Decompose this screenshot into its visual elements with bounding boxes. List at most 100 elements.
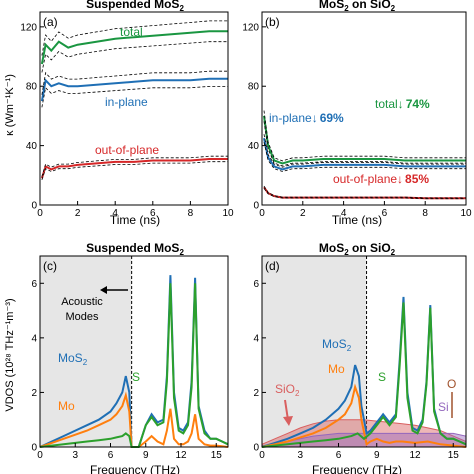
y-tick-label-b: 80	[248, 82, 260, 93]
annotation-inplane-pct-b: 69%	[320, 111, 344, 125]
y-tick-label-d: 4	[253, 333, 259, 344]
x-tick-label-b: 6	[382, 208, 388, 219]
y-tick-label-d: 6	[253, 279, 259, 290]
label-outplane-a: out-of-plane	[95, 143, 159, 157]
series-upper-bound-b-outplane	[263, 185, 466, 199]
series-line-a-outplane	[40, 158, 228, 179]
y-tick-label-c: 2	[31, 388, 37, 399]
label-sio2-d: SiO2	[275, 382, 300, 398]
title-b: MoS2 on SiO2	[319, 0, 396, 13]
label-mos2-sub-c: 2	[83, 358, 88, 367]
annotation-total-pct-b: 74%	[406, 97, 430, 111]
label-total-a: total	[120, 25, 143, 39]
series-line-b-total	[263, 115, 466, 165]
x-tick-label-d: 0	[259, 450, 265, 461]
x-tick-label-d: 6	[336, 450, 342, 461]
panel-d: 0 3 6 9 12 15 0 2 4 6 (d) MoS2 Mo S SiO2 O Si	[253, 255, 467, 461]
sio2-arrow-head	[283, 416, 293, 426]
plot-frame-c	[39, 255, 229, 448]
y-tick-label-a: 0	[31, 201, 37, 212]
annotation-outplane-pct-b: 85%	[405, 172, 429, 186]
series-line-c-mo	[39, 391, 229, 448]
x-tick-label-c: 3	[72, 450, 78, 461]
label-o-d: O	[447, 377, 456, 391]
panel-b: 0 2 4 6 8 10 0 40 80 120 (b) in-plane↓ 69% total↓ 74% o…	[242, 11, 472, 219]
series-lower-bound-a-total	[41, 41, 228, 73]
y-tick-label-d: 0	[253, 443, 259, 454]
y-tick-label-b: 40	[248, 141, 260, 152]
label-s-c: S	[132, 370, 140, 384]
series-line-d-s	[261, 302, 467, 448]
series-upper-bound-a-total	[41, 20, 228, 56]
label-sio2-sub-d: 2	[295, 389, 300, 398]
x-tick-label-a: 4	[112, 208, 118, 219]
x-tick-label-c: 6	[108, 450, 114, 461]
y-tick-label-c: 0	[31, 443, 37, 454]
series-line-b-inplane	[263, 137, 466, 171]
series-line-a-inplane	[40, 77, 228, 102]
x-tick-label-b: 10	[460, 208, 472, 219]
panel-label-b: (b)	[265, 15, 280, 29]
x-tick-label-a: 2	[75, 208, 81, 219]
x-tick-label-c: 9	[143, 450, 149, 461]
x-tick-label-d: 12	[409, 450, 421, 461]
title-d: MoS2 on SiO2	[319, 241, 396, 257]
panel-c: 0 3 6 9 12 15 0 2 4 6 (c) Acoustic Modes MoS2 Mo S	[31, 255, 229, 461]
y-tick-label-b: 0	[253, 201, 259, 212]
x-tick-label-a: 10	[222, 208, 234, 219]
acoustic-label-2: Modes	[65, 311, 99, 323]
x-tick-label-a: 0	[37, 208, 43, 219]
panel-label-a: (a)	[43, 15, 58, 29]
series-lower-bound-b-inplane	[263, 142, 466, 172]
y-tick-label-c: 6	[31, 279, 37, 290]
plot-frame-d	[261, 255, 467, 448]
panel-label-d: (d)	[265, 259, 280, 273]
y-tick-label-c: 4	[31, 333, 37, 344]
label-inplane-a: in-plane	[105, 95, 148, 109]
annotation-outplane-b: out-of-plane↓ 85%	[333, 172, 429, 186]
xlabel-c: Frequency (THz)	[90, 463, 180, 474]
x-tick-label-d: 15	[448, 450, 460, 461]
panel-label-c: (c)	[43, 259, 57, 273]
annotation-inplane-b: in-plane↓ 69%	[269, 111, 344, 125]
label-mos2-sub-d: 2	[347, 344, 352, 353]
series-upper-bound-b-inplane	[263, 134, 466, 168]
acoustic-label-1: Acoustic	[61, 296, 103, 308]
label-s-d: S	[378, 370, 386, 384]
label-mos2-c: MoS2	[58, 351, 88, 367]
plot-frame-b	[261, 11, 467, 206]
series-line-c-s	[39, 283, 229, 448]
title-a: Suspended MoS2	[86, 0, 184, 13]
plot-frame-a	[39, 11, 229, 206]
series-line-d-mo	[261, 383, 467, 448]
label-mo-c: Mo	[58, 399, 75, 413]
annotation-total-b: total↓ 74%	[375, 97, 430, 111]
y-tick-label-a: 80	[26, 82, 38, 93]
y-tick-label-a: 120	[20, 22, 37, 33]
y-tick-label-d: 2	[253, 388, 259, 399]
label-si-d: Si	[438, 400, 449, 414]
title-c: Suspended MoS2	[86, 241, 184, 257]
y-tick-label-a: 40	[26, 141, 38, 152]
x-tick-label-b: 2	[300, 208, 306, 219]
label-mo-d: Mo	[328, 362, 345, 376]
ylabel-a: κ (Wm⁻¹K⁻¹)	[4, 74, 16, 136]
acoustic-region-c	[40, 256, 132, 447]
series-upper-bound-b-total	[263, 110, 466, 162]
panel-a: 0 2 4 6 8 10 0 40 80 120 (a) total in-plane out-of-pl…	[20, 11, 234, 219]
xlabel-a: Time (ns)	[110, 213, 160, 227]
x-tick-label-c: 12	[175, 450, 187, 461]
ylabel-c: VDOS (10²⁸ THz⁻¹m⁻³)	[4, 298, 16, 411]
x-tick-label-b: 4	[341, 208, 347, 219]
x-tick-label-a: 6	[150, 208, 156, 219]
x-tick-label-c: 0	[37, 450, 43, 461]
series-upper-bound-a-outplane	[41, 155, 228, 177]
x-tick-label-b: 0	[259, 208, 265, 219]
series-upper-bound-a-inplane	[41, 70, 228, 95]
series-lower-bound-b-outplane	[263, 188, 466, 200]
series-line-b-outplane	[263, 186, 466, 200]
x-tick-label-d: 3	[297, 450, 303, 461]
acoustic-arrow-head	[100, 286, 107, 294]
x-tick-label-d: 9	[374, 450, 380, 461]
